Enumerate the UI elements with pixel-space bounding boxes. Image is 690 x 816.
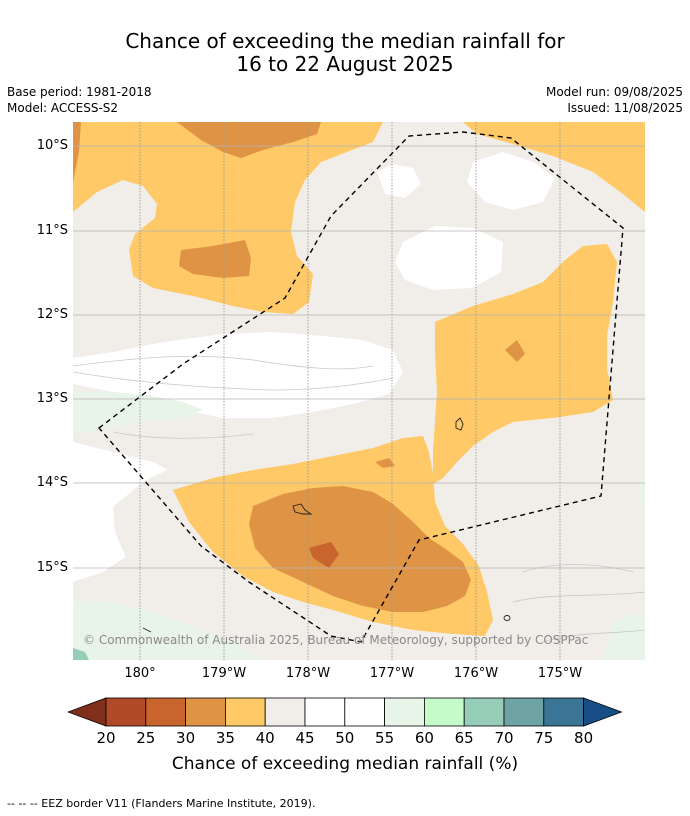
contour-65-corner (73, 648, 89, 660)
white-region-north (377, 164, 421, 198)
colorbar-tick-label: 20 (96, 729, 116, 747)
colorbar-segment (224, 697, 266, 727)
colorbar-segment (503, 697, 545, 727)
contour-25-patch (309, 542, 339, 568)
colorbar-label: Chance of exceeding median rainfall (%) (171, 754, 519, 774)
lat-label-15s: 15°S (36, 560, 68, 575)
model-run: Model run: 09/08/2025 (545, 85, 683, 99)
colorbar-segment (145, 697, 187, 727)
colorbar-segment (463, 697, 505, 727)
title-line-1: Chance of exceeding the median rainfall … (125, 29, 565, 53)
contour-line-6 (542, 629, 645, 643)
contour-30-north (177, 122, 321, 158)
colorbar-segment (304, 697, 346, 727)
latitude-gridlines (73, 145, 645, 569)
contour-line-4 (522, 564, 634, 573)
island-3 (503, 615, 511, 621)
colorbar-segment (384, 697, 425, 727)
colorbar-segment (543, 697, 584, 727)
eez-footnote: -- -- -- EEZ border V11 (Flanders Marine… (7, 797, 316, 810)
longitude-gridlines (139, 122, 561, 660)
title-line-2: 16 to 22 August 2025 (236, 52, 454, 76)
contour-30-small (375, 458, 395, 468)
colorbar-tick-label: 80 (574, 729, 594, 747)
meta-left: Base period: 1981-2018 Model: ACCESS-S2 (7, 84, 152, 116)
island-4 (142, 627, 152, 633)
colorbar-tick-label: 75 (534, 729, 554, 747)
base-period: Base period: 1981-2018 (7, 85, 152, 99)
colorbar-tick-label: 35 (215, 729, 235, 747)
contour-30-northwest-edge (73, 122, 81, 182)
lon-label-176w: 176°W (453, 666, 499, 681)
colorbar-tick-label: 50 (335, 729, 355, 747)
colorbar-tick-label: 30 (176, 729, 196, 747)
copyright-notice: © Commonwealth of Australia 2025, Bureau… (83, 633, 589, 647)
contour-line-1 (73, 355, 374, 370)
lat-label-11s: 11°S (36, 223, 68, 238)
contour-35-northeast (463, 122, 645, 212)
colorbar-segment (264, 697, 306, 727)
lat-label-14s: 14°S (36, 475, 68, 490)
colorbar-tick-label: 55 (375, 729, 395, 747)
contour-line-3 (112, 431, 254, 439)
lon-label-178w: 178°W (285, 666, 331, 681)
lat-label-10s: 10°S (36, 138, 68, 153)
colorbar-tick-label: 65 (454, 729, 474, 747)
rainfall-map (73, 122, 645, 660)
lat-label-12s: 12°S (36, 307, 68, 322)
colorbar-segment (105, 697, 147, 727)
lat-label-13s: 13°S (36, 391, 68, 406)
colorbar-segment (185, 697, 226, 727)
contour-30-west-patch (179, 240, 251, 278)
contour-line-5 (512, 591, 645, 603)
contour-30-south (249, 486, 471, 612)
colorbar-arrow-high (583, 697, 622, 727)
lon-label-179w: 179°W (201, 666, 247, 681)
eez-border (97, 131, 624, 643)
meta-right: Model run: 09/08/2025 Issued: 11/08/2025 (546, 84, 683, 116)
colorbar-segment (344, 697, 385, 727)
lon-label-175w: 175°W (537, 666, 583, 681)
contour-35-east (433, 244, 617, 484)
colorbar-arrow-low (68, 697, 107, 727)
chart-title: Chance of exceeding the median rainfall … (0, 30, 690, 76)
colorbar-tick-label: 25 (136, 729, 156, 747)
colorbar-tick-label: 40 (255, 729, 275, 747)
contour-35-northwest (73, 122, 383, 314)
colorbar-segment (423, 697, 465, 727)
colorbar-tick-label: 45 (295, 729, 315, 747)
contour-lines (73, 355, 645, 643)
contour-55-southeast (603, 614, 645, 660)
island-2 (292, 503, 313, 515)
lon-label-180: 180° (124, 666, 156, 681)
white-region-east (467, 152, 555, 210)
lon-label-177w: 177°W (369, 666, 415, 681)
islands (142, 417, 511, 633)
colorbar (68, 697, 622, 727)
model-name: Model: ACCESS-S2 (7, 101, 119, 115)
contour-55-east (639, 476, 645, 506)
colorbar-tick-label: 60 (414, 729, 434, 747)
contour-line-2 (73, 371, 394, 391)
colorbar-tick-label: 70 (494, 729, 514, 747)
issued-date: Issued: 11/08/2025 (567, 101, 683, 115)
contour-55-west (73, 392, 203, 434)
contour-55-southwest (73, 600, 263, 660)
island-1 (455, 417, 464, 431)
contour-30-east-patch (505, 340, 525, 362)
